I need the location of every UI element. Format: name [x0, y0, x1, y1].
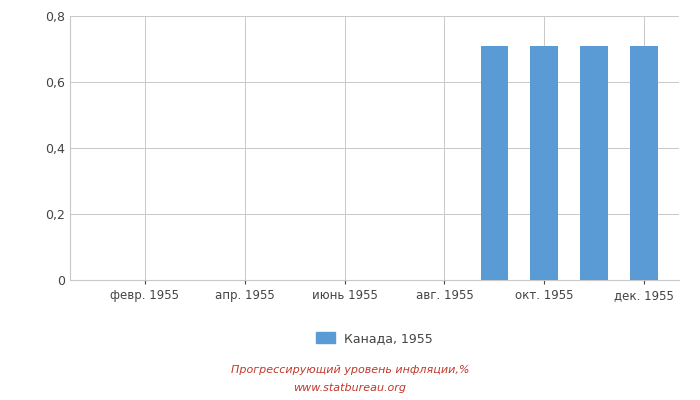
Text: www.statbureau.org: www.statbureau.org — [293, 383, 407, 393]
Bar — [630, 46, 658, 280]
Text: Прогрессирующий уровень инфляции,%: Прогрессирующий уровень инфляции,% — [231, 365, 469, 375]
Bar — [531, 46, 558, 280]
Bar — [481, 46, 508, 280]
Bar — [580, 46, 608, 280]
Legend: Канада, 1955: Канада, 1955 — [309, 326, 440, 351]
